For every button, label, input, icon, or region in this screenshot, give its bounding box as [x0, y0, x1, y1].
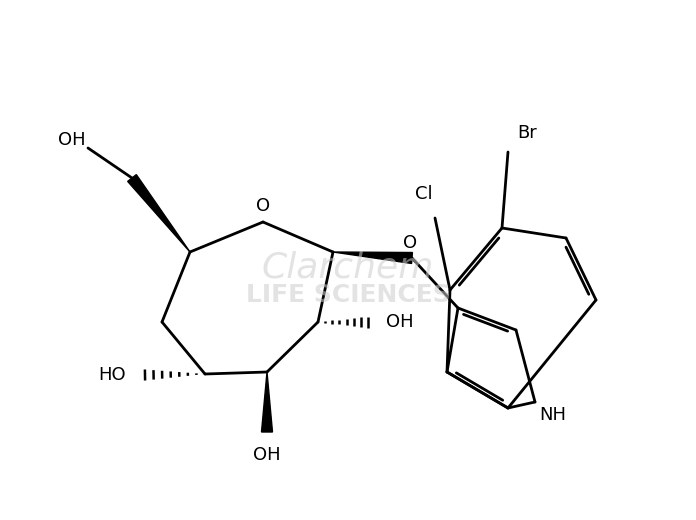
Text: LIFE SCIENCES: LIFE SCIENCES [246, 283, 450, 307]
Polygon shape [333, 252, 413, 264]
Polygon shape [262, 372, 273, 432]
Text: Br: Br [517, 124, 537, 142]
Text: O: O [403, 234, 417, 252]
Text: OH: OH [386, 313, 414, 331]
Text: OH: OH [58, 131, 86, 149]
Polygon shape [127, 175, 190, 252]
Text: Clarchem: Clarchem [262, 251, 434, 285]
Text: OH: OH [253, 446, 280, 464]
Text: Cl: Cl [416, 185, 433, 203]
Text: O: O [256, 197, 270, 215]
Text: NH: NH [539, 406, 567, 424]
Text: HO: HO [98, 366, 126, 384]
